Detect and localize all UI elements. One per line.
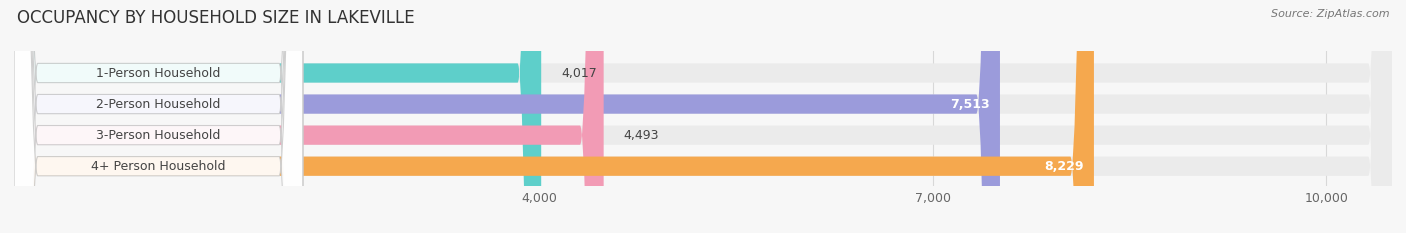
Text: 7,513: 7,513 [950,98,990,111]
FancyBboxPatch shape [14,0,1094,233]
FancyBboxPatch shape [14,0,541,233]
FancyBboxPatch shape [14,0,302,233]
Text: OCCUPANCY BY HOUSEHOLD SIZE IN LAKEVILLE: OCCUPANCY BY HOUSEHOLD SIZE IN LAKEVILLE [17,9,415,27]
Text: 2-Person Household: 2-Person Household [96,98,221,111]
FancyBboxPatch shape [14,0,1392,233]
Text: 3-Person Household: 3-Person Household [96,129,221,142]
FancyBboxPatch shape [14,0,302,233]
FancyBboxPatch shape [14,0,1000,233]
FancyBboxPatch shape [14,0,302,233]
Text: 4+ Person Household: 4+ Person Household [91,160,225,173]
FancyBboxPatch shape [14,0,1392,233]
FancyBboxPatch shape [14,0,302,233]
Text: 8,229: 8,229 [1043,160,1084,173]
FancyBboxPatch shape [14,0,1392,233]
Text: 4,017: 4,017 [561,66,596,79]
FancyBboxPatch shape [14,0,1392,233]
Text: Source: ZipAtlas.com: Source: ZipAtlas.com [1271,9,1389,19]
FancyBboxPatch shape [14,0,603,233]
Text: 4,493: 4,493 [623,129,659,142]
Text: 1-Person Household: 1-Person Household [96,66,221,79]
